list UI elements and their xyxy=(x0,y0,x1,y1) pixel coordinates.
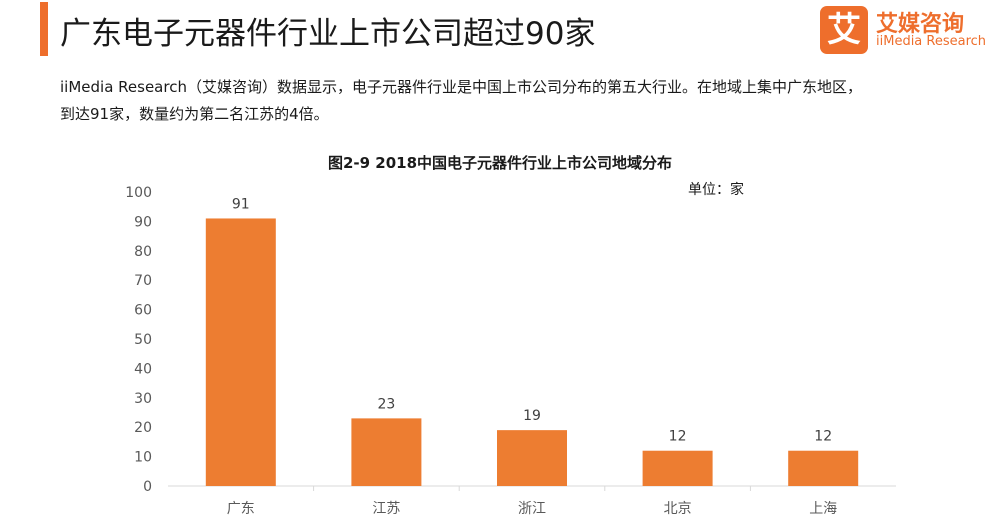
bar-北京 xyxy=(642,450,713,486)
y-tick-label: 70 xyxy=(134,273,152,289)
x-axis-ticks: 广东 江苏 浙江 北京 上海 xyxy=(227,486,837,517)
description-line-1: iiMedia Research（艾媒咨询）数据显示，电子元器件行业是中国上市公… xyxy=(60,78,862,96)
y-tick-label: 10 xyxy=(134,450,152,466)
title-accent-bar xyxy=(40,2,48,56)
data-label: 91 xyxy=(232,196,250,212)
bar-江苏 xyxy=(351,418,422,486)
y-tick-label: 20 xyxy=(134,420,152,436)
bar-浙江 xyxy=(497,430,567,486)
data-label: 19 xyxy=(523,408,541,424)
y-tick-label: 30 xyxy=(134,391,152,407)
page-title: 广东电子元器件行业上市公司超过90家 xyxy=(60,16,596,52)
x-tick-label: 北京 xyxy=(664,501,692,517)
bars: 91 23 19 12 12 xyxy=(205,196,859,486)
y-tick-label: 50 xyxy=(134,332,152,348)
y-tick-label: 40 xyxy=(134,361,152,377)
x-tick-label: 上海 xyxy=(809,501,837,517)
data-label: 23 xyxy=(377,396,395,412)
y-tick-label: 0 xyxy=(143,479,152,495)
bar-广东 xyxy=(205,218,276,486)
chart-unit-label: 单位：家 xyxy=(688,181,744,198)
description-line-2: 到达91家，数量约为第二名江苏的4倍。 xyxy=(60,105,329,123)
brand-logo: 艾 艾媒咨询 iiMedia Research xyxy=(820,6,990,54)
y-tick-label: 80 xyxy=(134,244,152,260)
logo-mark-icon: 艾 xyxy=(820,6,868,54)
description-paragraph: iiMedia Research（艾媒咨询）数据显示，电子元器件行业是中国上市公… xyxy=(60,74,960,128)
x-tick-label: 浙江 xyxy=(518,501,546,517)
x-tick-label: 江苏 xyxy=(372,501,400,517)
x-tick-label: 广东 xyxy=(227,501,255,517)
y-tick-label: 60 xyxy=(134,303,152,319)
y-tick-label: 100 xyxy=(125,185,152,201)
data-label: 12 xyxy=(814,429,832,445)
data-label: 12 xyxy=(669,429,687,445)
y-tick-label: 90 xyxy=(134,214,152,230)
y-axis-ticks: 0 10 20 30 40 50 60 70 80 90 100 xyxy=(125,185,152,495)
chart-title: 图2-9 2018中国电子元器件行业上市公司地域分布 xyxy=(328,154,672,172)
logo-name-cn: 艾媒咨询 xyxy=(876,12,965,37)
logo-name-en: iiMedia Research xyxy=(876,34,987,49)
bar-上海 xyxy=(788,450,859,486)
